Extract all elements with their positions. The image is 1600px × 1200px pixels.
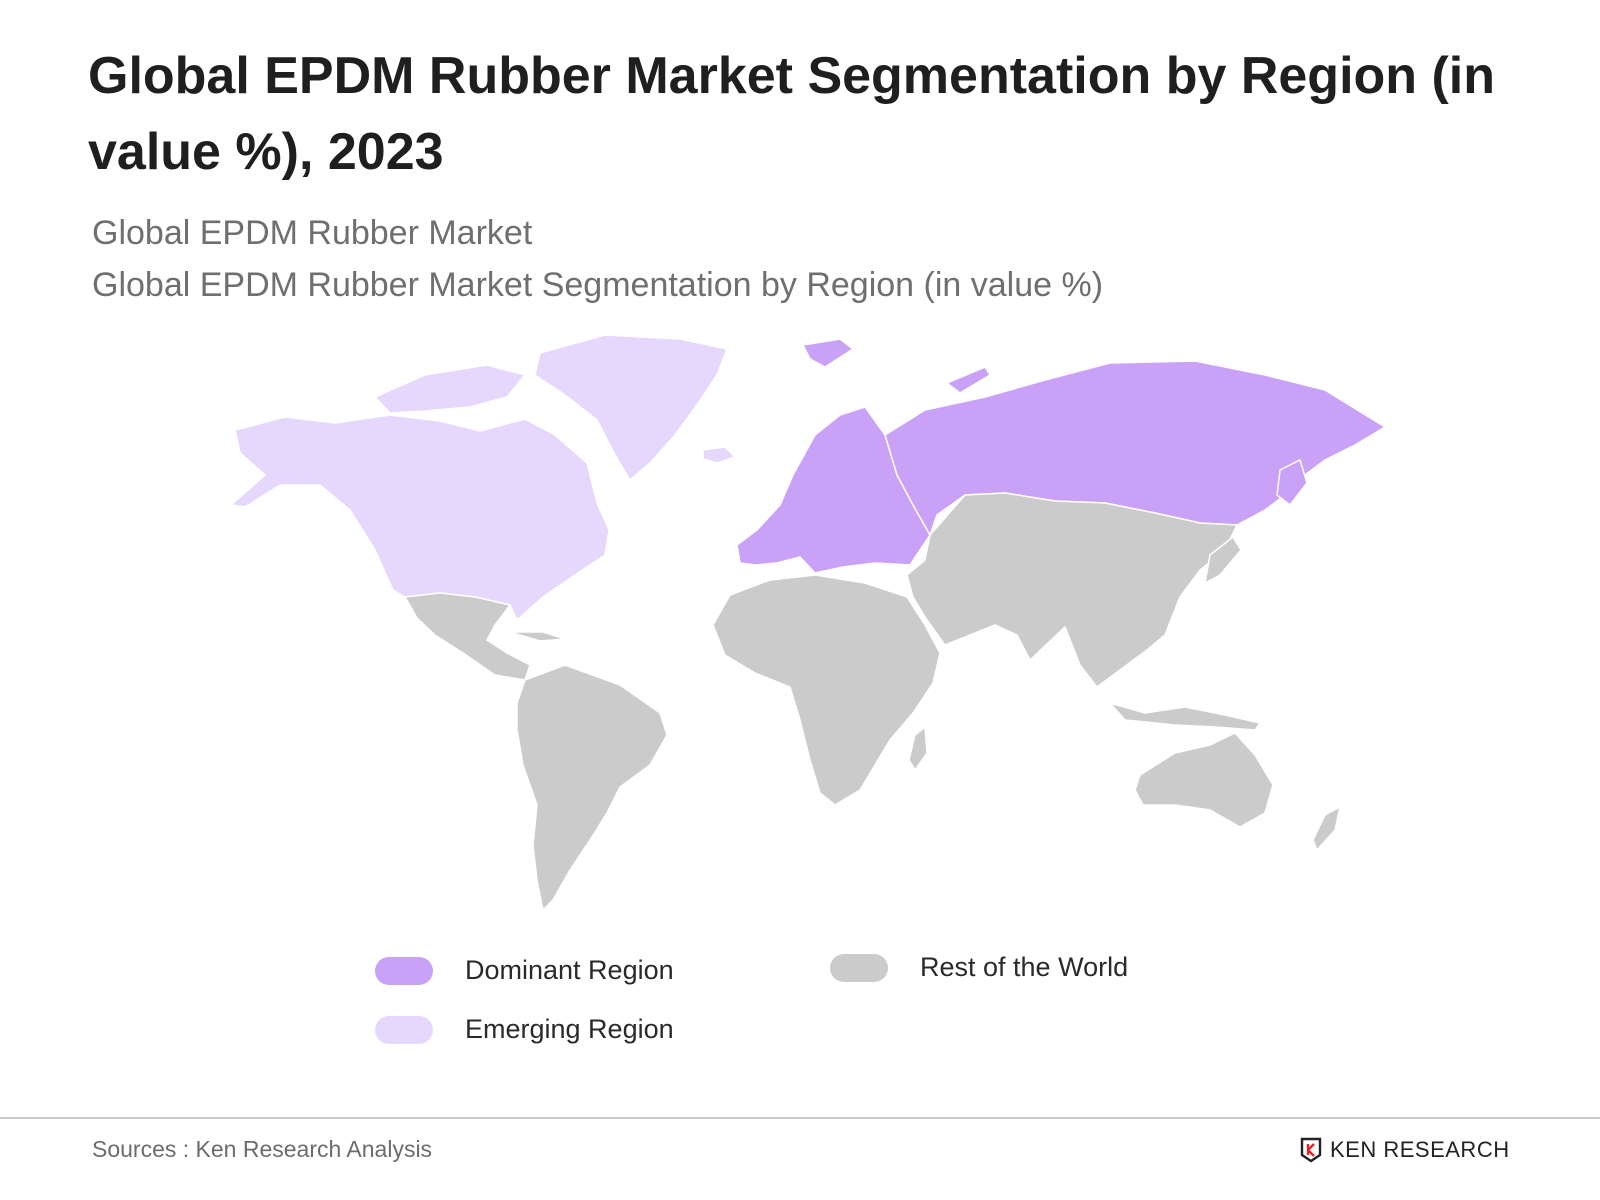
region-south-america: [516, 664, 668, 912]
source-note: Sources : Ken Research Analysis: [92, 1136, 433, 1162]
legend-swatch-dominant: [375, 956, 433, 985]
region-new-zealand: [1312, 805, 1342, 852]
region-southeast-asia-islands: [1107, 701, 1262, 731]
legend-label-dominant: Dominant Region: [465, 955, 674, 985]
world-map: [229, 335, 1387, 912]
legend-label-emerging: Emerging Region: [465, 1014, 674, 1044]
region-kamchatka: [1276, 458, 1308, 507]
chart-title: Global EPDM Rubber Market Segmentation b…: [88, 47, 1496, 181]
region-australia: [1134, 732, 1274, 828]
legend-emerging: Emerging Region: [375, 1014, 674, 1045]
region-mexico-central-america: [403, 592, 531, 681]
brand-name: KEN RESEARCH: [1330, 1137, 1510, 1162]
brand-logo: KEN RESEARCH: [1298, 1137, 1510, 1163]
region-africa: [712, 574, 941, 806]
footer-divider: [0, 1117, 1600, 1119]
legend-label-rest: Rest of the World: [920, 952, 1129, 982]
region-iceland: [702, 446, 737, 464]
subtitle-secondary: Global EPDM Rubber Market Segmentation b…: [92, 266, 1104, 304]
region-russia: [884, 360, 1387, 537]
region-asia: [906, 492, 1239, 689]
ken-research-logo-icon: [1300, 1137, 1322, 1163]
region-svalbard: [801, 338, 855, 368]
region-arctic-islands: [373, 364, 527, 414]
region-japan: [1203, 535, 1242, 585]
legend-swatch-rest: [830, 953, 888, 982]
region-greenland: [534, 335, 729, 482]
region-novaya-zemlya: [945, 366, 992, 394]
legend-rest: Rest of the World: [830, 952, 1128, 983]
region-caribbean: [509, 631, 566, 642]
legend-swatch-emerging: [375, 1015, 433, 1044]
legend-dominant: Dominant Region: [375, 955, 674, 986]
region-north-america: [229, 414, 610, 622]
region-madagascar: [908, 725, 928, 772]
subtitle-primary: Global EPDM Rubber Market: [92, 214, 533, 252]
